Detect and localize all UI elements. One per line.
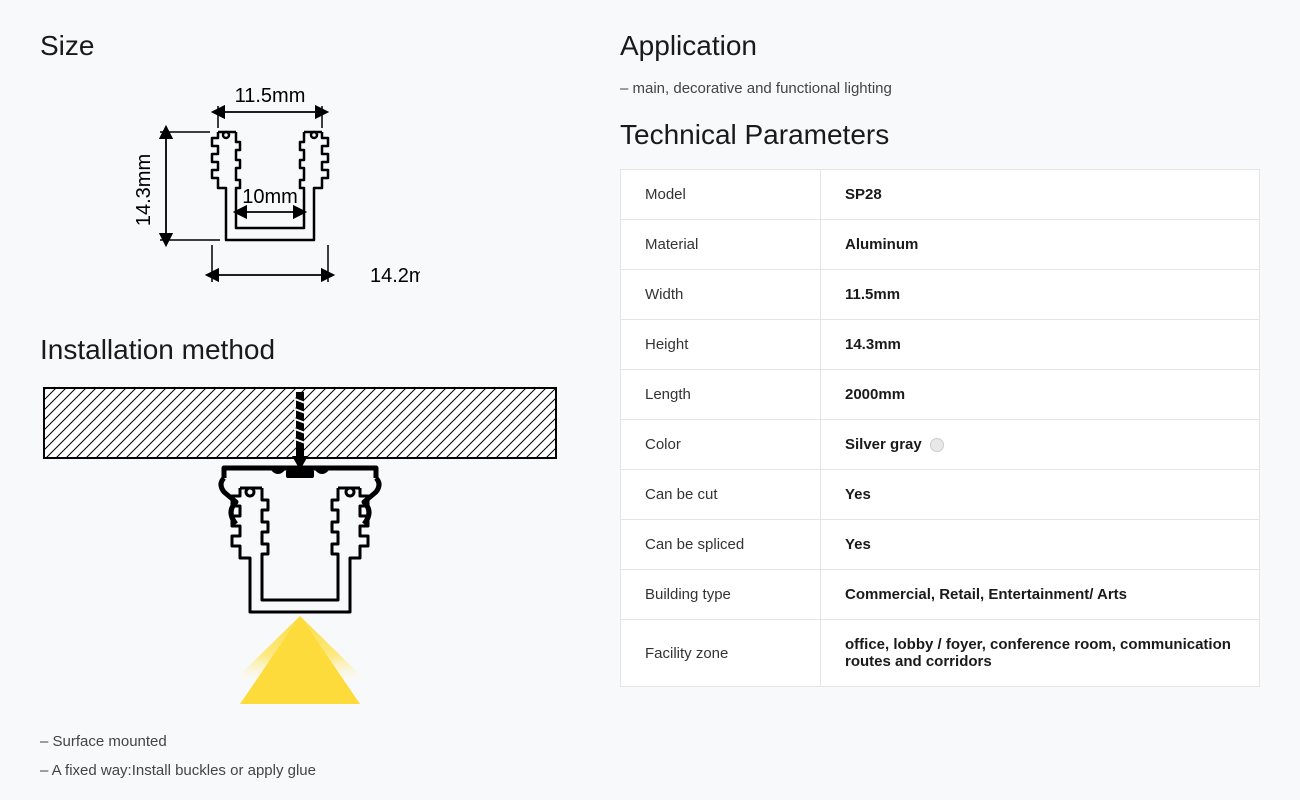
param-value: Silver gray (821, 420, 1260, 470)
table-row: Can be cutYes (621, 470, 1260, 520)
param-key: Model (621, 170, 821, 220)
param-value: 14.3mm (821, 320, 1260, 370)
tech-params-table: ModelSP28MaterialAluminumWidth11.5mmHeig… (620, 169, 1260, 687)
param-key: Facility zone (621, 620, 821, 687)
application-note: – main, decorative and functional lighti… (620, 80, 1260, 97)
table-row: MaterialAluminum (621, 220, 1260, 270)
table-row: ColorSilver gray (621, 420, 1260, 470)
tech-params-heading: Technical Parameters (620, 119, 1260, 151)
table-row: Height14.3mm (621, 320, 1260, 370)
table-row: Width11.5mm (621, 270, 1260, 320)
table-row: ModelSP28 (621, 170, 1260, 220)
param-key: Can be spliced (621, 520, 821, 570)
param-value: Commercial, Retail, Entertainment/ Arts (821, 570, 1260, 620)
param-value: 2000mm (821, 370, 1260, 420)
size-heading: Size (40, 30, 560, 62)
table-row: Can be splicedYes (621, 520, 1260, 570)
install-note-1: – Surface mounted (40, 728, 560, 757)
install-heading: Installation method (40, 334, 560, 366)
param-value: Yes (821, 520, 1260, 570)
param-key: Material (621, 220, 821, 270)
dim-inner-text: 10mm (242, 186, 298, 208)
param-key: Color (621, 420, 821, 470)
param-value: Aluminum (821, 220, 1260, 270)
dim-top-text: 11.5mm (235, 85, 306, 107)
application-heading: Application (620, 30, 1260, 62)
param-value: 11.5mm (821, 270, 1260, 320)
color-swatch (930, 438, 944, 452)
table-row: Facility zoneoffice, lobby / foyer, conf… (621, 620, 1260, 687)
param-key: Height (621, 320, 821, 370)
table-row: Length2000mm (621, 370, 1260, 420)
param-value: Yes (821, 470, 1260, 520)
install-note-2: – A fixed way:Install buckles or apply g… (40, 757, 560, 786)
param-value: SP28 (821, 170, 1260, 220)
param-key: Length (621, 370, 821, 420)
param-key: Width (621, 270, 821, 320)
param-key: Building type (621, 570, 821, 620)
install-diagram (40, 384, 560, 714)
param-key: Can be cut (621, 470, 821, 520)
param-value: office, lobby / foyer, conference room, … (821, 620, 1260, 687)
dim-left-text: 14.3mm (133, 154, 155, 226)
size-diagram: 11.5mm 14.3mm 10mm (40, 80, 560, 310)
table-row: Building typeCommercial, Retail, Enterta… (621, 570, 1260, 620)
dim-bottom-text: 14.2mm (370, 265, 420, 287)
